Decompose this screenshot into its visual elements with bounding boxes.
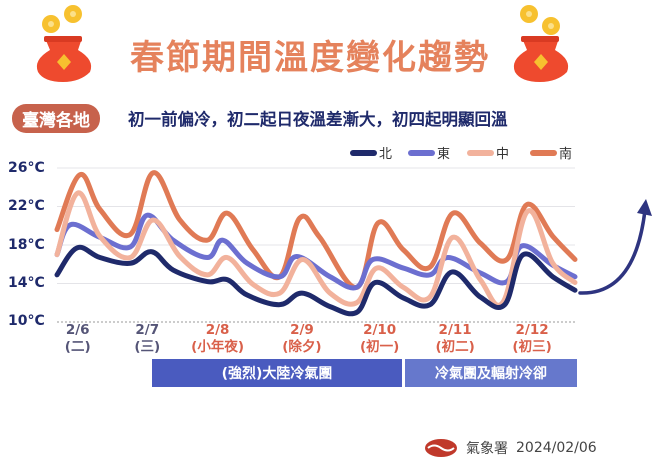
y-tick-label: 10°C — [8, 313, 45, 329]
footer: 氣象署 2024/02/06 — [424, 438, 597, 458]
x-tick-date: 2/12 — [515, 322, 549, 338]
x-tick-label: 2/7 (三) — [117, 322, 177, 356]
x-tick-date: 2/7 — [135, 322, 160, 338]
cwa-logo-icon — [425, 439, 457, 457]
y-tick-label: 18°C — [8, 237, 45, 253]
x-tick-label: 2/10 (初一) — [350, 322, 410, 356]
legend-swatch — [530, 149, 557, 156]
series-line-south — [54, 170, 578, 290]
period-bar-cold-air: (強烈)大陸冷氣團 — [152, 359, 402, 387]
x-tick-label: 2/8 (小年夜) — [188, 322, 248, 356]
rising-arrow-icon — [578, 208, 647, 295]
x-tick-date: 2/8 — [205, 322, 230, 338]
arrow-head-icon — [637, 199, 652, 216]
y-tick-label: 22°C — [8, 198, 45, 214]
x-tick-label: 2/12 (初三) — [502, 322, 562, 356]
x-tick-day: (初一) — [359, 339, 400, 355]
legend-swatch — [350, 149, 377, 156]
legend-label: 中 — [496, 147, 510, 162]
y-tick-label: 26°C — [8, 160, 45, 176]
period-bar-radiative-cooling: 冷氣團及輻射冷卻 — [405, 359, 577, 387]
legend-central: 中 — [467, 143, 509, 162]
lucky-bag-icon-left — [36, 5, 92, 82]
region-badge: 臺灣各地 — [12, 104, 100, 133]
legend-north: 北 — [350, 143, 392, 162]
legend-swatch — [467, 149, 494, 156]
x-tick-label: 2/11 (初二) — [425, 322, 485, 356]
legend-swatch — [408, 149, 435, 156]
y-tick-label: 14°C — [8, 275, 45, 291]
legend-south: 南 — [530, 143, 572, 162]
agency-name: 氣象署 — [466, 441, 508, 457]
series-line-central — [54, 190, 578, 308]
x-tick-date: 2/11 — [438, 322, 472, 338]
x-tick-day: (二) — [64, 339, 91, 355]
x-tick-date: 2/9 — [290, 322, 314, 338]
publish-date: 2024/02/06 — [516, 440, 597, 456]
lucky-bag-icon-right — [513, 5, 569, 82]
x-tick-label: 2/9 (除夕) — [272, 322, 332, 356]
legend-label: 東 — [437, 147, 451, 162]
x-tick-date: 2/6 — [65, 322, 90, 338]
x-tick-day: (初三) — [512, 339, 552, 355]
x-tick-day: (小年夜) — [191, 339, 244, 355]
page-title: 春節期間溫度變化趨勢 — [130, 38, 490, 78]
x-tick-day: (三) — [134, 339, 161, 355]
x-tick-date: 2/10 — [363, 322, 397, 338]
legend-label: 北 — [379, 147, 393, 162]
x-tick-day: (除夕) — [282, 339, 322, 355]
legend-label: 南 — [559, 147, 573, 162]
x-tick-label: 2/6 (二) — [48, 322, 108, 356]
x-tick-day: (初二) — [435, 339, 475, 355]
series-line-north — [54, 244, 578, 317]
legend-east: 東 — [408, 143, 450, 162]
subtitle: 初一前偏冷，初二起日夜溫差漸大，初四起明顯回溫 — [128, 110, 508, 129]
